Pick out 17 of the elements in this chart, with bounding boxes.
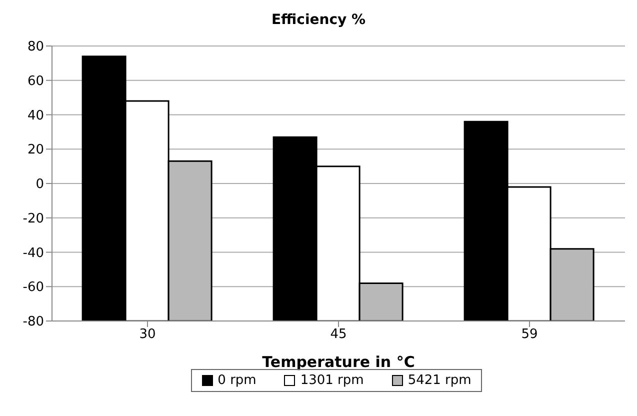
x-axis-title: Temperature in °C — [262, 353, 415, 371]
y-tick-label: 0 — [36, 177, 44, 192]
y-tick-label: 40 — [27, 108, 44, 124]
y-tick-label: -80 — [22, 314, 44, 330]
y-tick-label: -60 — [22, 280, 44, 296]
legend-label: 0 rpm — [218, 373, 256, 388]
chart-title: Efficiency % — [270, 12, 367, 28]
y-tick-label: -40 — [22, 246, 44, 261]
x-tick-label: 30 — [139, 327, 156, 342]
x-tick-label: 59 — [521, 327, 538, 342]
y-tick-label: 80 — [27, 40, 44, 55]
legend-label: 5421 rpm — [408, 373, 472, 388]
y-tick-label: 60 — [27, 74, 44, 89]
legend-label: 1301 rpm — [300, 373, 364, 388]
y-tick-label: 20 — [27, 142, 44, 158]
y-tick-label: -20 — [22, 211, 44, 226]
x-tick-label: 45 — [330, 327, 347, 342]
